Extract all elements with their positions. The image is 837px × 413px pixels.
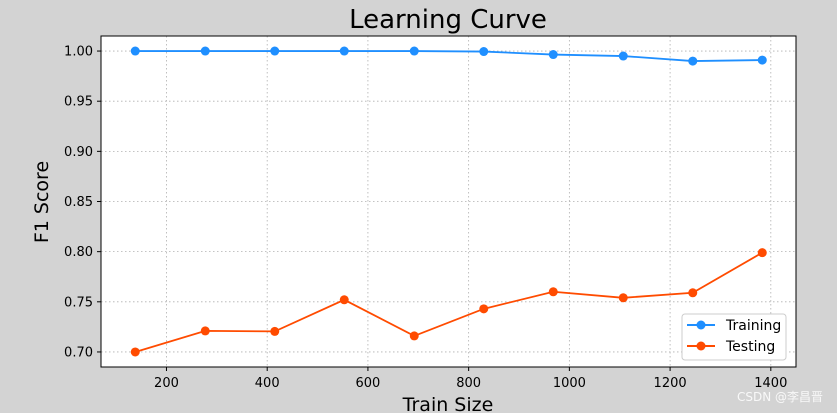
data-point-training	[270, 46, 280, 56]
data-point-training	[479, 47, 489, 57]
legend-marker-testing	[696, 341, 706, 351]
x-tick-label: 800	[456, 376, 481, 391]
y-tick-label: 1.00	[64, 45, 93, 60]
series-line-training	[135, 50, 763, 62]
x-tick-label: 400	[255, 376, 280, 391]
data-point-testing	[200, 326, 210, 336]
data-point-testing	[339, 295, 349, 305]
legend-marker-training	[696, 320, 706, 330]
data-point-testing	[130, 347, 140, 357]
watermark-text: CSDN @李昌晋	[737, 389, 823, 404]
data-point-training	[339, 46, 349, 56]
grid-lines	[101, 36, 796, 367]
x-tick-label: 200	[154, 376, 179, 391]
x-tick-label: 600	[356, 376, 381, 391]
data-point-testing	[548, 287, 558, 297]
legend-label-training: Training	[725, 318, 781, 334]
data-point-training	[409, 46, 419, 56]
data-point-testing	[757, 248, 767, 258]
data-point-testing	[479, 304, 489, 314]
chart-title: Learning Curve	[349, 5, 547, 35]
plot-area	[101, 36, 796, 367]
legend: Training Testing	[681, 313, 787, 361]
axis-ticks: 200 400 600 800 1000 1200 1400 0.70 0.75 0.80 0.85…	[64, 45, 787, 391]
y-tick-label: 0.70	[64, 345, 93, 360]
data-point-testing	[409, 331, 419, 341]
x-axis-title: Train Size	[402, 394, 494, 413]
y-tick-label: 0.85	[64, 195, 93, 210]
data-point-training	[130, 46, 140, 56]
y-axis-title: F1 Score	[31, 161, 53, 243]
data-point-training	[757, 55, 767, 65]
x-tick-label: 1200	[654, 376, 687, 391]
data-point-training	[618, 51, 628, 61]
y-tick-label: 0.80	[64, 245, 93, 260]
x-tick-label: 1400	[754, 376, 787, 391]
y-tick-label: 0.75	[64, 295, 93, 310]
series-layer	[130, 46, 767, 357]
data-point-testing	[270, 326, 280, 336]
data-point-training	[200, 46, 210, 56]
y-tick-label: 0.95	[64, 95, 93, 110]
x-tick-label: 1000	[553, 376, 586, 391]
series-line-testing	[134, 251, 763, 353]
data-point-testing	[618, 293, 628, 303]
y-tick-label: 0.90	[64, 145, 93, 160]
data-point-testing	[688, 288, 698, 298]
data-point-training	[688, 56, 698, 66]
data-point-training	[548, 50, 558, 60]
legend-label-testing: Testing	[725, 339, 775, 355]
